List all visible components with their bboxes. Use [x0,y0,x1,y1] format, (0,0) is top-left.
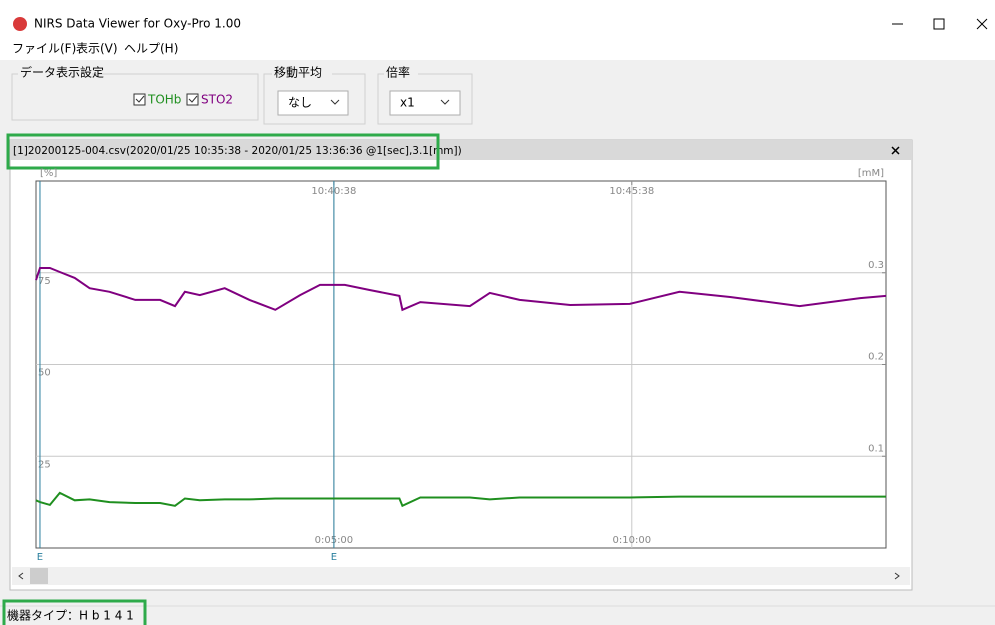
combo-arrow [330,99,340,105]
check [135,95,145,103]
panel-close[interactable] [891,146,900,155]
panel-title: [1]20200125-004.csv(2020/01/25 10:35:38 … [13,145,462,157]
group-label: 倍率 [386,65,410,80]
title-bar [0,0,995,40]
combo-value: なし [288,96,312,110]
y-axis-label: [%] [40,168,57,179]
data-line [35,491,886,508]
x2-tick-label: 10:45:38 [609,186,654,197]
menu-item[interactable]: ヘルプ(H) [124,42,178,56]
group-box [377,73,473,125]
app-icon [13,17,27,31]
maximize[interactable] [933,18,945,30]
combo-arrow [440,99,450,105]
status-text: 機器タイプ：H b 1 4 1 [7,608,134,623]
group-label-bg [18,66,92,80]
y-tick-label: 50 [38,368,51,379]
y-tick-label: 25 [38,459,51,470]
combo-box[interactable] [389,90,461,116]
group-label: 移動平均 [274,66,322,80]
scroll-right[interactable] [894,572,900,580]
y2-tick-label: 0.2 [868,352,884,363]
checkbox-label[interactable]: TOHb [147,93,181,107]
menu-bar [0,40,995,60]
event-label: E [331,552,337,563]
combo-value: x1 [400,96,415,110]
x-tick-label: 0:10:00 [613,535,652,546]
checkbox[interactable] [186,93,199,106]
group-box [11,73,259,121]
group-label-bg [272,66,332,80]
scrollbar[interactable] [12,567,910,585]
scroll-left[interactable] [18,572,24,580]
group-label: データ表示設定 [20,65,104,80]
menu-item[interactable]: 表示(V) [76,42,118,56]
menu-item[interactable]: ファイル(F) [12,42,76,56]
panel-header [10,140,912,160]
check [188,95,198,103]
y2-axis-label: [mM] [858,168,884,179]
highlight-box [6,133,440,170]
event-label: E [37,552,43,563]
y-tick-label: 75 [38,276,51,287]
y2-tick-label: 0.1 [868,443,884,454]
group-label-bg [384,66,418,80]
y2-tick-label: 0.3 [868,260,884,271]
window-controls[interactable] [892,18,988,30]
highlight-box [2,599,147,625]
close[interactable] [976,18,988,30]
checkbox[interactable] [133,93,146,106]
data-line [35,267,887,312]
window-title: NIRS Data Viewer for Oxy-Pro 1.00 [34,17,241,31]
checkbox-label[interactable]: STO2 [201,93,233,107]
scroll-thumb[interactable] [30,568,48,584]
